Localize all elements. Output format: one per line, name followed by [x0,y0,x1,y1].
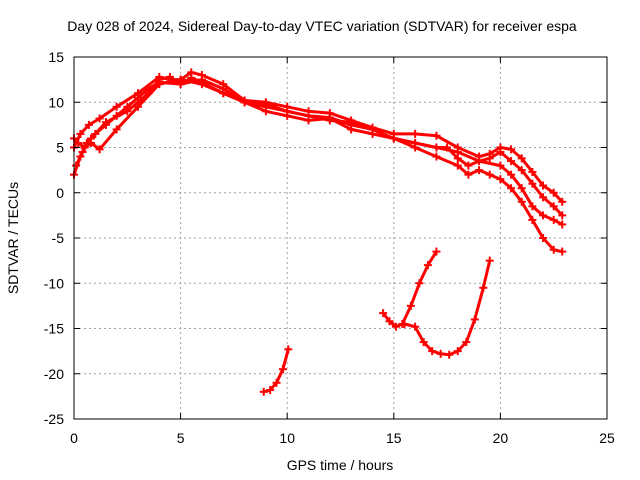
series-upper-b [72,72,567,220]
series-lower-2 [379,247,441,331]
series-line [72,78,563,226]
x-tick-label: 20 [493,430,509,446]
y-tick-label: 0 [56,185,64,201]
x-tick-label: 25 [599,430,615,446]
series-layer [70,68,567,396]
y-tick-label: 10 [48,94,64,110]
x-tick-label: 5 [177,430,185,446]
series-upper-a [70,68,567,206]
series-line [74,75,564,217]
grid [74,57,607,419]
x-tick-label: 10 [279,430,295,446]
chart-title: Day 028 of 2024, Sidereal Day-to-day VTE… [67,18,577,34]
y-tick-label: -20 [44,366,64,382]
series-lower-3 [400,256,494,359]
x-tick-label: 0 [70,430,78,446]
ticks: 0 5 10 15 20 25 -25 -20 -15 -10 -5 0 5 10 15 [44,49,615,446]
y-tick-label: -5 [52,230,65,246]
series-line [72,78,563,254]
y-tick-label: -25 [44,411,64,427]
y-axis-label: SDTVAR / TECUs [5,182,21,294]
series-lower-1 [259,345,293,396]
y-tick-label: 5 [56,140,64,156]
x-axis-label: GPS time / hours [287,457,394,473]
series-upper-d [70,75,567,229]
y-tick-label: -15 [44,321,64,337]
y-tick-label: -10 [44,275,64,291]
y-tick-label: 15 [48,49,64,65]
x-tick-label: 15 [386,430,402,446]
series-line [404,260,492,357]
